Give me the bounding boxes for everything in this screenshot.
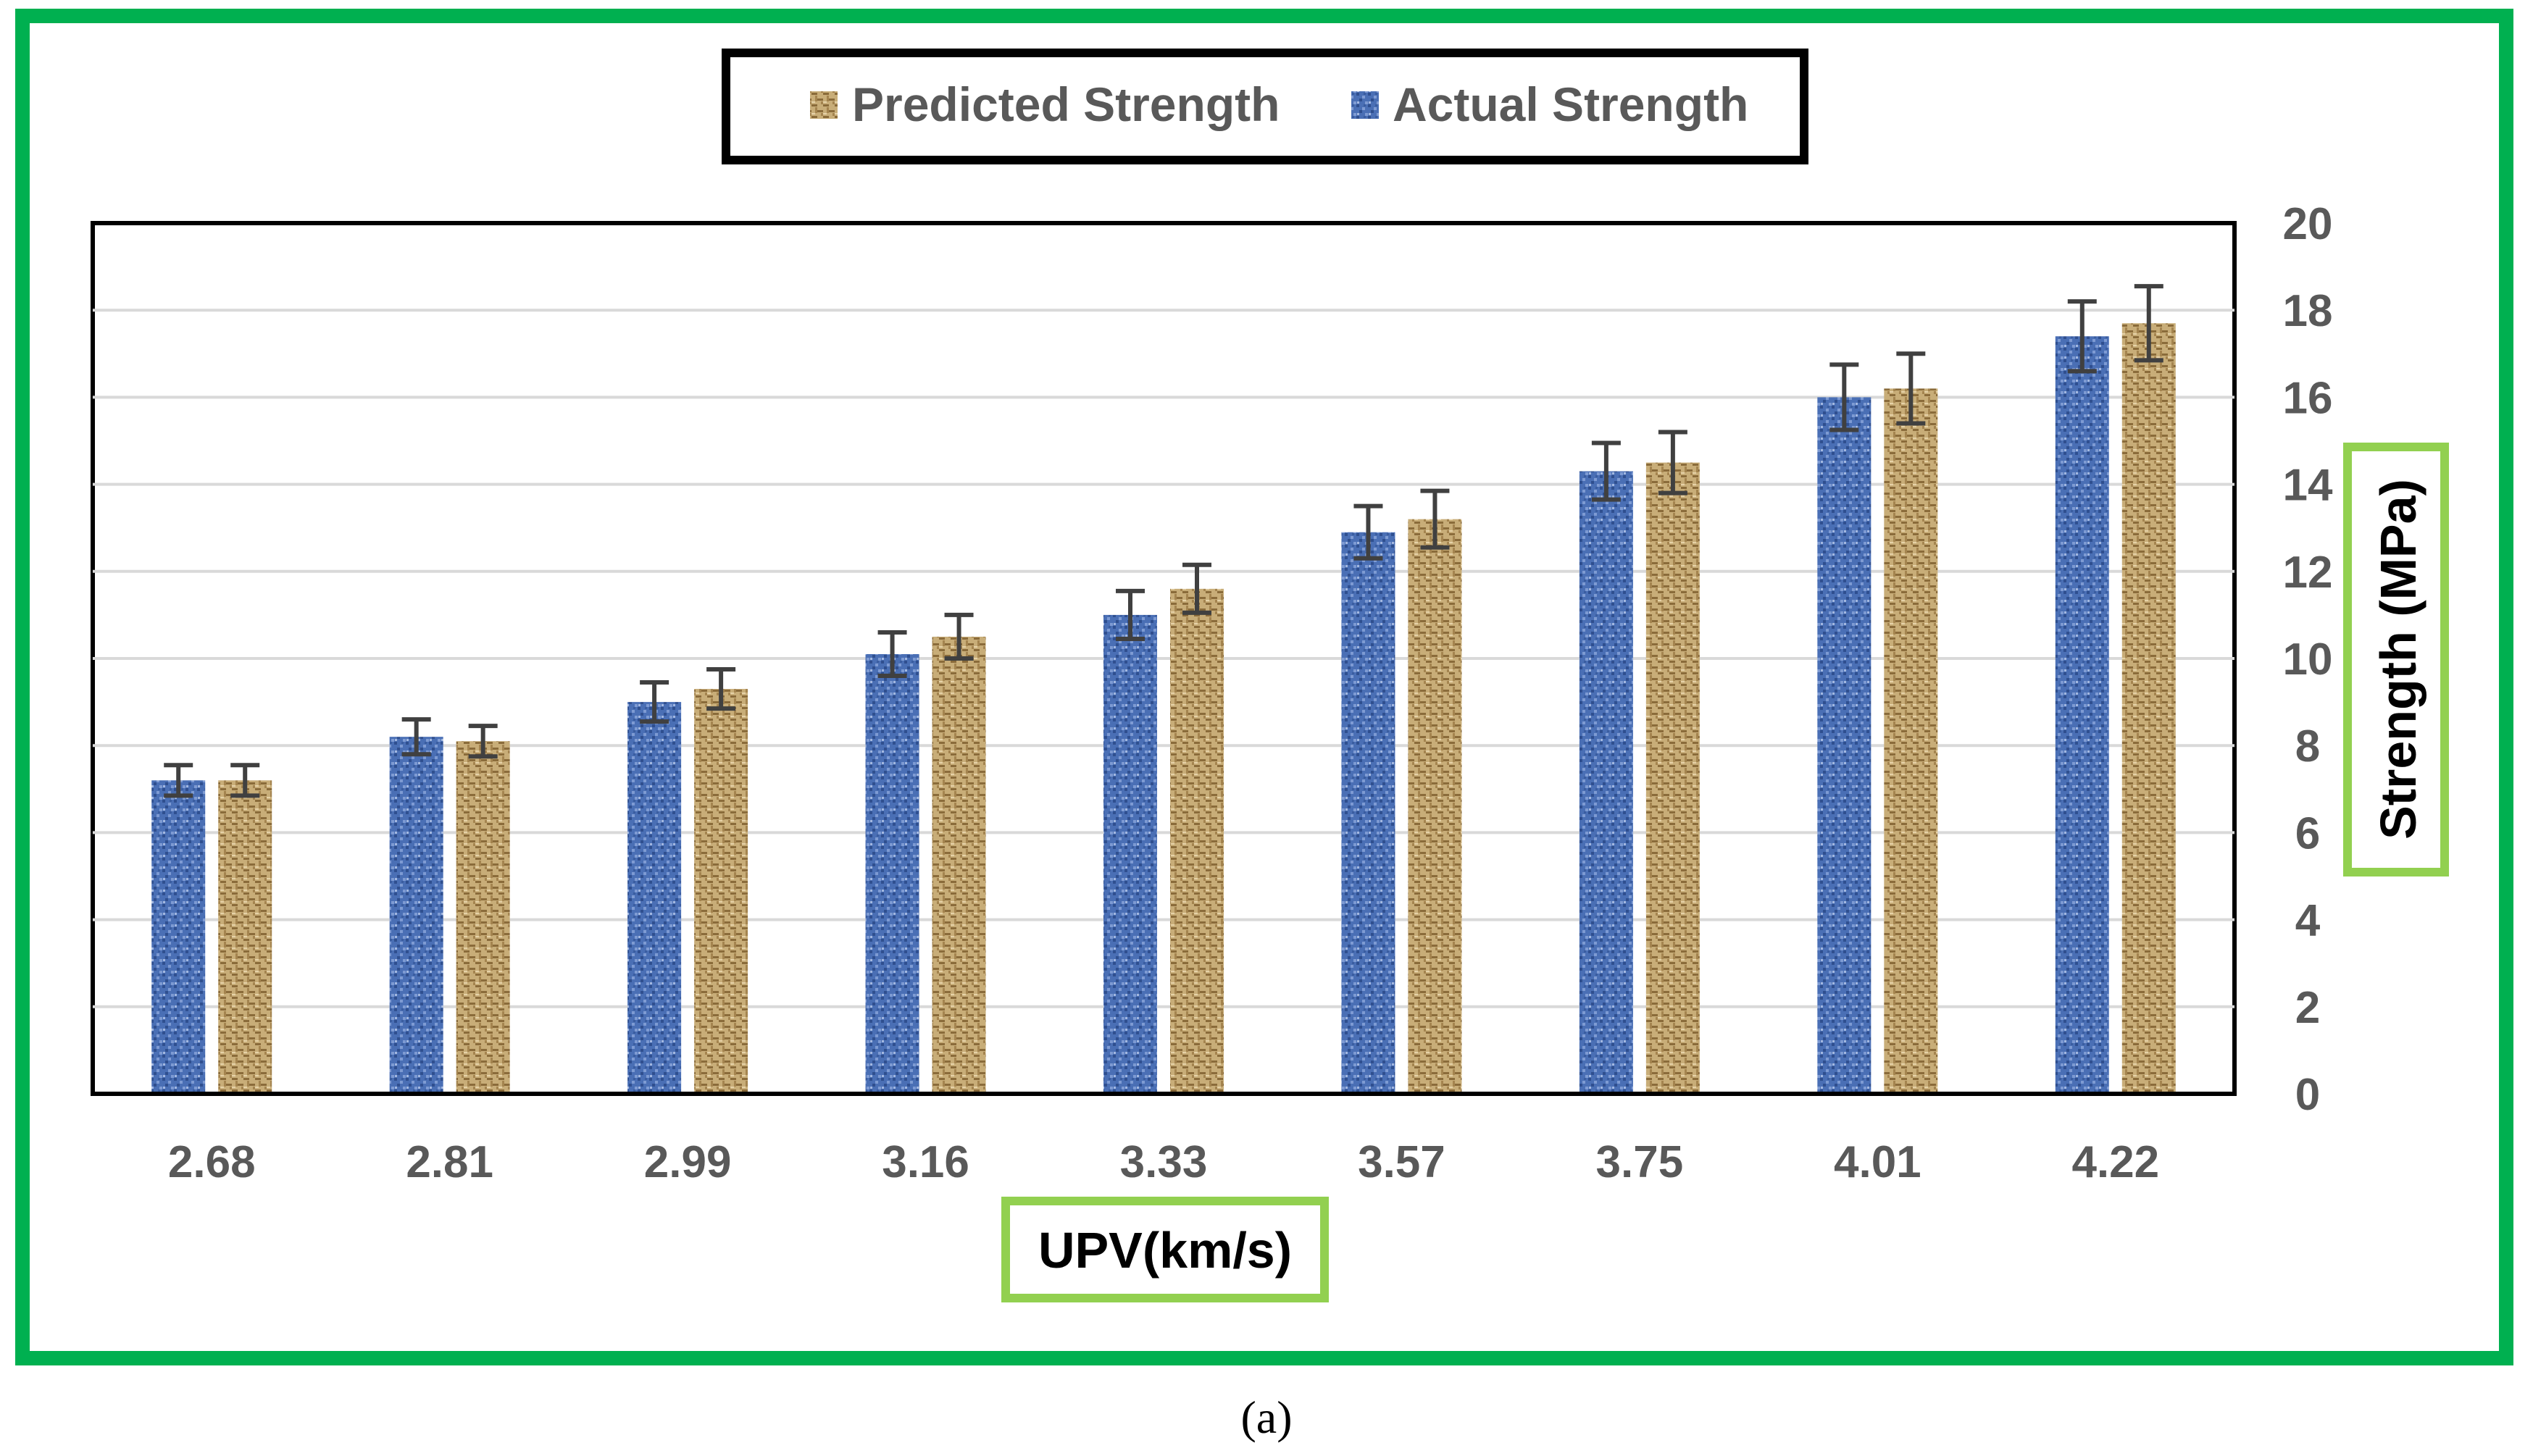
error-bar-actual-3.16 xyxy=(877,629,907,679)
error-bar-actual-4.22 xyxy=(2067,299,2097,374)
x-tick-label: 2.99 xyxy=(644,1137,732,1187)
bar-predicted-2.81 xyxy=(456,741,510,1094)
y-tick-label: 6 xyxy=(2295,808,2320,858)
x-tick-label: 3.57 xyxy=(1358,1137,1445,1187)
figure-caption: (a) xyxy=(1240,1392,1292,1443)
x-axis-title-text: UPV(km/s) xyxy=(1038,1222,1292,1279)
error-bar-predicted-2.99 xyxy=(706,667,736,711)
legend-box xyxy=(722,49,1808,164)
error-bar-actual-3.75 xyxy=(1591,440,1621,502)
bar-actual-3.33 xyxy=(1103,614,1157,1094)
y-axis-ticks: 0 2 4 6 8 10 12 14 16 18 20 xyxy=(2283,199,2333,1120)
x-tick-label: 2.81 xyxy=(406,1137,493,1187)
y-tick-label: 0 xyxy=(2295,1070,2320,1120)
bar-actual-3.75 xyxy=(1579,471,1633,1094)
x-tick-label: 3.33 xyxy=(1120,1137,1208,1187)
bar-actual-4.01 xyxy=(1817,397,1871,1094)
error-bar-actual-4.01 xyxy=(1829,362,1859,432)
bar-actual-4.22 xyxy=(2055,336,2109,1094)
legend-label-actual: Actual Strength xyxy=(1393,78,1748,131)
bar-predicted-3.33 xyxy=(1170,588,1224,1094)
plot-area xyxy=(91,221,2237,1096)
gridlines xyxy=(93,309,2234,1008)
y-tick-label: 20 xyxy=(2283,199,2333,249)
legend-label-predicted: Predicted Strength xyxy=(852,78,1280,131)
error-bar-actual-2.99 xyxy=(640,680,669,724)
bar-predicted-2.68 xyxy=(218,780,272,1094)
bar-actual-2.68 xyxy=(151,780,206,1094)
y-tick-label: 10 xyxy=(2283,635,2333,685)
bars xyxy=(151,323,2176,1095)
bar-predicted-2.99 xyxy=(694,689,748,1094)
y-tick-label: 8 xyxy=(2295,721,2320,771)
x-axis-title-box xyxy=(1001,1197,1329,1302)
bar-predicted-3.57 xyxy=(1408,519,1462,1094)
error-bars xyxy=(164,284,2163,798)
legend-swatch-actual xyxy=(1351,91,1379,119)
y-tick-label: 18 xyxy=(2283,286,2333,336)
x-tick-label: 3.16 xyxy=(882,1137,969,1187)
error-bar-predicted-3.75 xyxy=(1658,430,1687,495)
x-axis-title: UPV(km/s) xyxy=(1001,1197,1329,1302)
y-tick-label: 4 xyxy=(2295,896,2321,946)
bar-predicted-3.75 xyxy=(1645,462,1700,1094)
outer-frame xyxy=(15,9,2513,1365)
bar-actual-3.57 xyxy=(1341,532,1395,1094)
x-tick-label: 4.22 xyxy=(2071,1137,2159,1187)
x-tick-label: 4.01 xyxy=(1834,1137,1921,1187)
error-bar-predicted-3.57 xyxy=(1420,488,1450,550)
y-axis-title-text: Strength (MPa) xyxy=(2370,479,2426,840)
error-bar-predicted-3.16 xyxy=(944,612,974,661)
y-tick-label: 16 xyxy=(2283,373,2333,423)
error-bar-predicted-2.68 xyxy=(230,763,260,798)
x-tick-label: 3.75 xyxy=(1596,1137,1684,1187)
y-tick-label: 12 xyxy=(2283,548,2333,598)
error-bar-predicted-2.81 xyxy=(468,724,498,759)
bar-actual-2.81 xyxy=(389,737,443,1094)
legend-swatch-predicted xyxy=(810,91,838,119)
error-bar-predicted-4.01 xyxy=(1896,351,1926,426)
y-axis-title: Strength (MPa) xyxy=(2343,443,2449,876)
x-axis-ticks: 2.68 2.81 2.99 3.16 3.33 3.57 3.75 4.01 4.22 xyxy=(168,1137,2159,1187)
y-axis-title-box xyxy=(2343,443,2449,876)
error-bar-actual-2.81 xyxy=(401,717,431,757)
bar-actual-2.99 xyxy=(627,702,682,1094)
bar-predicted-4.22 xyxy=(2121,323,2176,1095)
legend: Predicted Strength Actual Strength xyxy=(722,49,1808,164)
error-bar-predicted-3.33 xyxy=(1182,562,1211,615)
error-bar-predicted-4.22 xyxy=(2134,284,2163,363)
bar-predicted-4.01 xyxy=(1884,388,1938,1094)
bar-actual-3.16 xyxy=(865,653,919,1094)
x-tick-label: 2.68 xyxy=(168,1137,256,1187)
y-tick-label: 2 xyxy=(2295,983,2320,1033)
error-bar-actual-3.57 xyxy=(1353,503,1383,561)
error-bar-actual-2.68 xyxy=(164,763,193,798)
error-bar-actual-3.33 xyxy=(1116,588,1145,641)
bar-predicted-3.16 xyxy=(932,636,986,1094)
y-tick-label: 14 xyxy=(2283,461,2333,511)
